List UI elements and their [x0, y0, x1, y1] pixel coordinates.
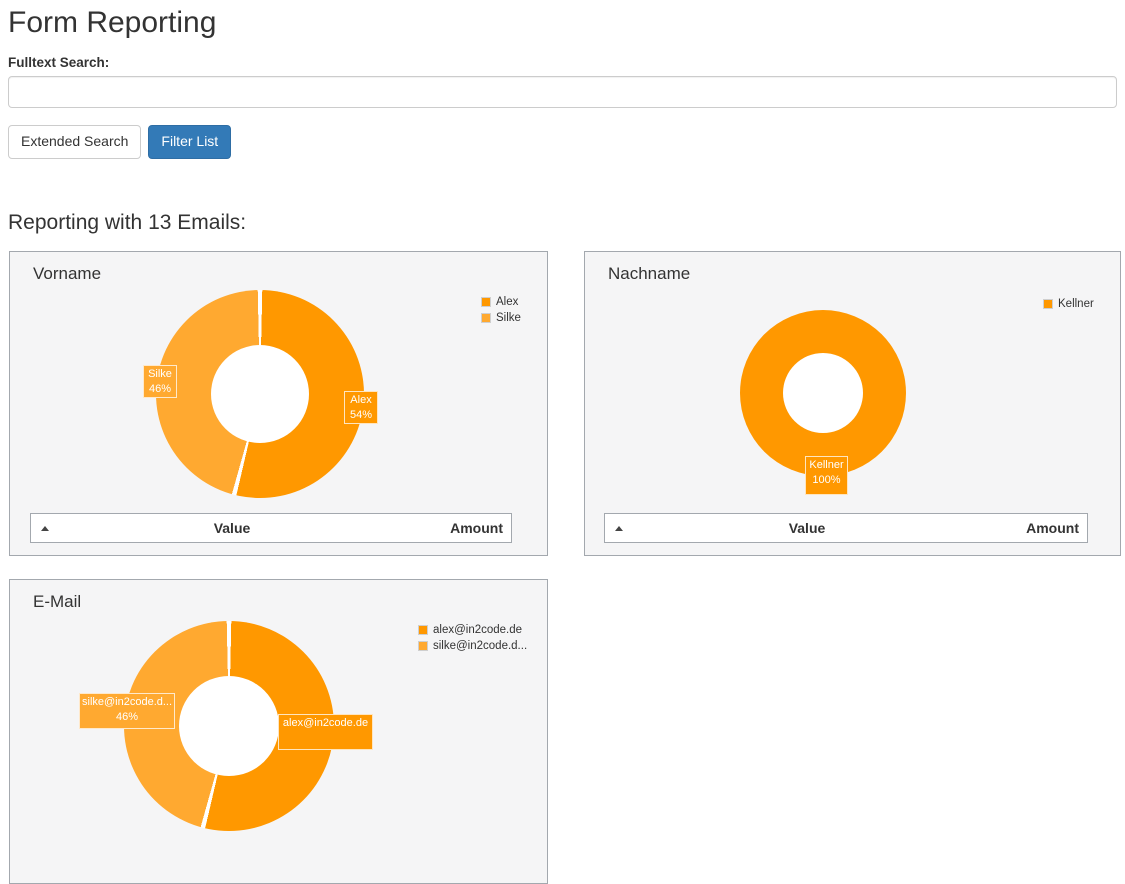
chart-legend-vorname: Alex Silke	[481, 296, 521, 328]
legend-item-silke-email[interactable]: silke@in2code.d...	[418, 640, 527, 652]
caret-up-icon	[615, 525, 623, 531]
panel-vorname: Vorname Silke 46% Alex 54% Alex Silke Va…	[9, 251, 548, 556]
donut-hole	[179, 676, 279, 776]
donut-hole	[783, 353, 863, 433]
column-header-amount[interactable]: Amount	[1026, 520, 1079, 536]
slice-label-name: silke@in2code.d...	[82, 696, 173, 708]
slice-label-alex: Alex 54%	[344, 391, 378, 424]
chart-legend-email: alex@in2code.de silke@in2code.d...	[418, 624, 527, 656]
legend-label: silke@in2code.d...	[433, 640, 528, 652]
donut-chart-vorname[interactable]	[156, 290, 364, 498]
column-header-value[interactable]: Value	[213, 520, 251, 536]
slice-label-name: Silke	[148, 368, 172, 380]
panel-email: E-Mail silke@in2code.d... 46% alex@in2co…	[9, 579, 548, 884]
slice-label-pct: 46%	[148, 383, 172, 395]
legend-item-kellner[interactable]: Kellner	[1043, 298, 1094, 310]
form-reporting-page: Form Reporting Fulltext Search: Extended…	[0, 0, 1125, 235]
column-header-amount[interactable]: Amount	[450, 520, 503, 536]
panel-title-email: E-Mail	[33, 592, 82, 611]
sort-button[interactable]	[605, 525, 639, 531]
slice-label-silke: Silke 46%	[143, 365, 177, 398]
legend-label: alex@in2code.de	[433, 624, 523, 636]
reporting-heading: Reporting with 13 Emails:	[8, 210, 247, 234]
panel-title-vorname: Vorname	[33, 264, 102, 283]
donut-hole	[211, 345, 309, 443]
legend-swatch-icon	[481, 297, 491, 307]
legend-swatch-icon	[418, 625, 428, 635]
panel-title-nachname: Nachname	[608, 264, 691, 283]
slice-label-name: alex@in2code.de	[282, 717, 369, 729]
chart-legend-nachname: Kellner	[1043, 298, 1094, 314]
legend-swatch-icon	[1043, 299, 1053, 309]
slice-label-pct: 46%	[115, 711, 139, 723]
slice-label-name: Alex	[350, 394, 372, 406]
legend-label: Kellner	[1058, 298, 1094, 310]
sort-button[interactable]	[31, 525, 65, 531]
extended-search-button[interactable]: Extended Search	[8, 125, 142, 159]
page-title: Form Reporting	[8, 6, 217, 39]
slice-label-pct: 54%	[349, 409, 373, 421]
fulltext-search-label: Fulltext Search:	[8, 55, 110, 70]
legend-label: Silke	[496, 312, 521, 324]
slice-label-silke-email: silke@in2code.d... 46%	[79, 693, 175, 729]
slice-label-kellner: Kellner 100%	[805, 456, 848, 495]
column-header-value[interactable]: Value	[788, 520, 826, 536]
legend-item-alex[interactable]: Alex	[481, 296, 521, 308]
filter-list-button[interactable]: Filter List	[148, 125, 232, 159]
legend-item-alex-email[interactable]: alex@in2code.de	[418, 624, 527, 636]
legend-swatch-icon	[481, 313, 491, 323]
results-table-header-nachname: Value Amount	[604, 513, 1088, 543]
action-button-row: Extended Search Filter List	[8, 125, 1117, 159]
panel-nachname: Nachname Kellner 100% Kellner Value Amou…	[584, 251, 1121, 556]
slice-label-alex-email: alex@in2code.de	[278, 714, 373, 750]
legend-item-silke[interactable]: Silke	[481, 312, 521, 324]
donut-chart-nachname[interactable]	[740, 310, 906, 476]
results-table-header-vorname: Value Amount	[30, 513, 512, 543]
caret-up-icon	[41, 525, 49, 531]
slice-label-pct: 100%	[812, 474, 841, 486]
legend-label: Alex	[496, 296, 519, 308]
slice-label-name: Kellner	[809, 459, 844, 471]
legend-swatch-icon	[418, 641, 428, 651]
fulltext-search-input[interactable]	[8, 76, 1117, 108]
